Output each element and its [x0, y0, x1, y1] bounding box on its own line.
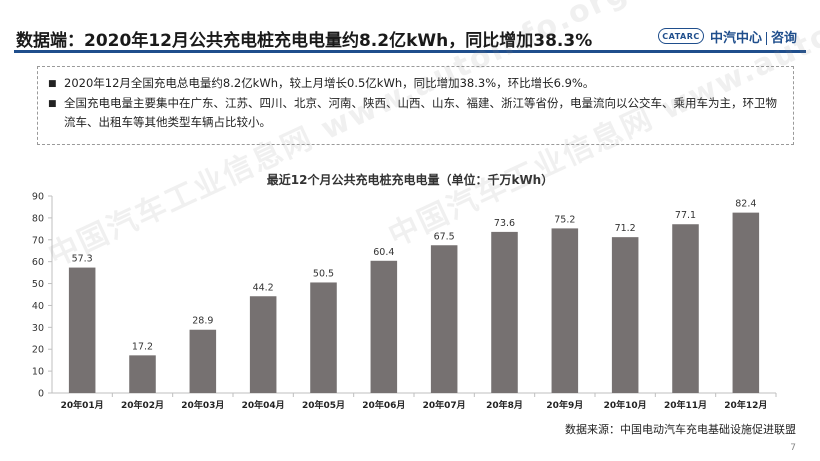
x-tick-label: 20年10月	[604, 399, 647, 411]
data-label: 71.2	[615, 223, 636, 234]
x-tick-label: 20年8月	[486, 399, 523, 411]
summary-bullet-text: 全国充电电量主要集中在广东、江苏、四川、北京、河南、陕西、山西、山东、福建、浙江…	[64, 96, 777, 129]
data-label: 73.6	[494, 218, 515, 229]
y-tick-label: 20	[32, 345, 44, 356]
data-label: 82.4	[735, 199, 756, 210]
y-tick-label: 0	[38, 389, 44, 400]
data-label: 44.2	[253, 282, 274, 293]
x-tick-label: 20年01月	[61, 399, 104, 411]
x-tick-label: 20年04月	[242, 399, 285, 411]
bar	[370, 260, 398, 393]
bar	[310, 282, 337, 393]
data-label: 60.4	[373, 247, 394, 258]
y-tick-label: 30	[32, 323, 44, 334]
catarc-logo: CATARC 中汽中心 咨询	[658, 24, 797, 48]
x-tick-label: 20年9月	[546, 399, 583, 411]
logo-divider	[766, 31, 768, 45]
y-tick-label: 10	[32, 367, 44, 378]
bullet-square-icon: ■	[48, 99, 57, 109]
data-label: 75.2	[554, 214, 575, 225]
page-title: 数据端：2020年12月公共充电桩充电电量约8.2亿kWh，同比增加38.3%	[16, 31, 593, 51]
y-tick-label: 40	[32, 301, 44, 312]
page-number: 7	[790, 443, 796, 453]
x-tick-label: 20年07月	[423, 399, 466, 411]
bar	[491, 231, 518, 393]
y-tick-label: 60	[32, 257, 44, 268]
bar	[249, 296, 277, 393]
chart-title: 最近12个月公共充电桩充电电量（单位：千万kWh）	[266, 173, 554, 187]
bar	[189, 329, 217, 393]
summary-bullet: ■ 2020年12月全国充电总电量约8.2亿kWh，较上月增长0.5亿kWh，同…	[48, 74, 783, 94]
bar	[68, 267, 96, 393]
x-tick-label: 20年12月	[724, 399, 767, 411]
header: 数据端：2020年12月公共充电桩充电电量约8.2亿kWh，同比增加38.3% …	[0, 0, 820, 56]
summary-box: ■ 2020年12月全国充电总电量约8.2亿kWh，较上月增长0.5亿kWh，同…	[37, 66, 794, 145]
catarc-logo-mark: CATARC	[658, 28, 704, 44]
data-label: 77.1	[675, 210, 696, 221]
summary-bullet-text: 2020年12月全国充电总电量约8.2亿kWh，较上月增长0.5亿kWh，同比增…	[64, 76, 595, 90]
bar	[611, 237, 639, 393]
x-tick-label: 20年06月	[362, 399, 405, 411]
bullet-square-icon: ■	[48, 79, 57, 89]
bar	[732, 212, 760, 393]
header-divider	[14, 50, 806, 53]
y-tick-label: 80	[32, 213, 44, 224]
x-tick-label: 20年02月	[121, 399, 164, 411]
data-label: 67.5	[434, 231, 455, 242]
x-tick-label: 20年03月	[181, 399, 224, 411]
bar	[430, 245, 458, 393]
bar	[129, 355, 156, 393]
x-tick-label: 20年11月	[664, 399, 707, 411]
data-label: 17.2	[132, 341, 153, 352]
y-tick-label: 50	[32, 279, 44, 290]
summary-bullet: ■ 全国充电电量主要集中在广东、江苏、四川、北京、河南、陕西、山西、山东、福建、…	[48, 94, 783, 132]
source-footnote: 数据来源：中国电动汽车充电基础设施促进联盟	[565, 423, 796, 436]
bar	[672, 224, 699, 393]
logo-sub: 咨询	[771, 30, 798, 46]
y-tick-label: 90	[32, 192, 44, 203]
logo-name: 中汽中心	[710, 30, 763, 46]
y-tick-label: 70	[32, 235, 44, 246]
data-label: 28.9	[192, 316, 213, 327]
x-tick-label: 20年05月	[302, 399, 345, 411]
data-label: 57.3	[72, 254, 93, 265]
data-label: 50.5	[313, 268, 334, 279]
bar	[551, 228, 579, 393]
logo-text: 中汽中心 咨询	[710, 27, 797, 46]
